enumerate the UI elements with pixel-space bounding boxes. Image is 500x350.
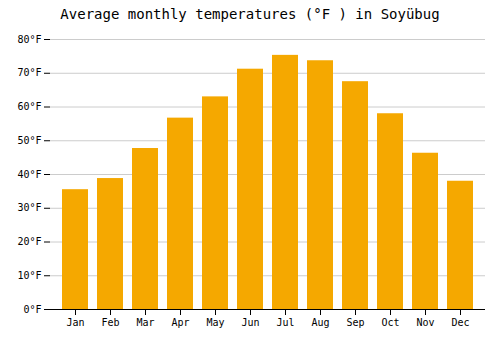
svg-text:Feb: Feb (101, 317, 119, 328)
svg-text:20°F: 20°F (17, 236, 41, 247)
svg-text:40°F: 40°F (17, 169, 41, 180)
svg-text:80°F: 80°F (17, 34, 41, 45)
svg-text:Nov: Nov (416, 317, 434, 328)
svg-text:Apr: Apr (171, 317, 189, 328)
svg-text:Oct: Oct (381, 317, 399, 328)
svg-text:50°F: 50°F (17, 135, 41, 146)
svg-text:Jun: Jun (241, 317, 259, 328)
svg-text:10°F: 10°F (17, 270, 41, 281)
svg-text:30°F: 30°F (17, 202, 41, 213)
svg-text:May: May (206, 317, 224, 328)
svg-text:70°F: 70°F (17, 67, 41, 78)
svg-text:Mar: Mar (136, 317, 154, 328)
svg-text:Jan: Jan (66, 317, 84, 328)
svg-text:Dec: Dec (451, 317, 469, 328)
svg-text:0°F: 0°F (23, 304, 41, 315)
svg-text:60°F: 60°F (17, 101, 41, 112)
svg-text:Sep: Sep (346, 317, 364, 328)
html-text:Average monthly temperatures (: Average monthly temperatures (°F ) in So… (60, 6, 440, 22)
svg-text:Aug: Aug (311, 317, 329, 328)
svg-text:Jul: Jul (276, 317, 294, 328)
